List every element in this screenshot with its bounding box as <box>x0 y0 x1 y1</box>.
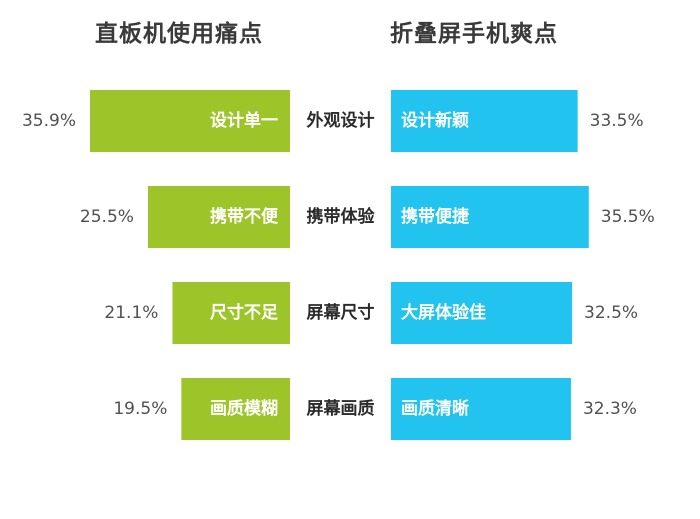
left-bar-2 <box>147 186 290 248</box>
right-bar-label-3: 大屏体验佳 <box>401 302 486 323</box>
category-label-2: 携带体验 <box>307 206 376 227</box>
category-label-4: 屏幕画质 <box>307 398 375 419</box>
left-value-label-2: 25.5% <box>80 207 134 227</box>
left-bar-4 <box>181 378 290 440</box>
right-bar-label-2: 携带便捷 <box>401 206 470 227</box>
right-value-label-2: 35.5% <box>601 207 655 227</box>
left-chart-title: 直板机使用痛点 <box>95 21 263 47</box>
left-value-label-3: 21.1% <box>104 303 158 323</box>
left-bar-label-4: 画质模糊 <box>210 398 278 419</box>
right-value-label-1: 33.5% <box>590 111 644 131</box>
category-label-3: 屏幕尺寸 <box>307 302 375 323</box>
right-bar-1 <box>391 90 578 152</box>
right-bar-label-4: 画质清晰 <box>401 398 469 419</box>
left-bar-label-2: 携带不便 <box>210 206 279 227</box>
left-value-label-1: 35.9% <box>22 111 76 131</box>
left-bar-3 <box>172 282 290 344</box>
right-bar-4 <box>391 378 571 440</box>
right-bar-2 <box>391 186 589 248</box>
left-bar-label-1: 设计单一 <box>210 110 278 131</box>
right-value-label-3: 32.5% <box>584 303 638 323</box>
left-bar-1 <box>90 90 290 152</box>
right-chart-title: 折叠屏手机爽点 <box>390 21 558 47</box>
left-value-label-4: 19.5% <box>113 399 167 419</box>
left-bar-label-3: 尺寸不足 <box>210 302 278 323</box>
right-bar-label-1: 设计新颖 <box>401 110 469 131</box>
right-value-label-4: 32.3% <box>583 399 637 419</box>
right-bar-3 <box>391 282 573 344</box>
category-label-1: 外观设计 <box>307 110 375 131</box>
